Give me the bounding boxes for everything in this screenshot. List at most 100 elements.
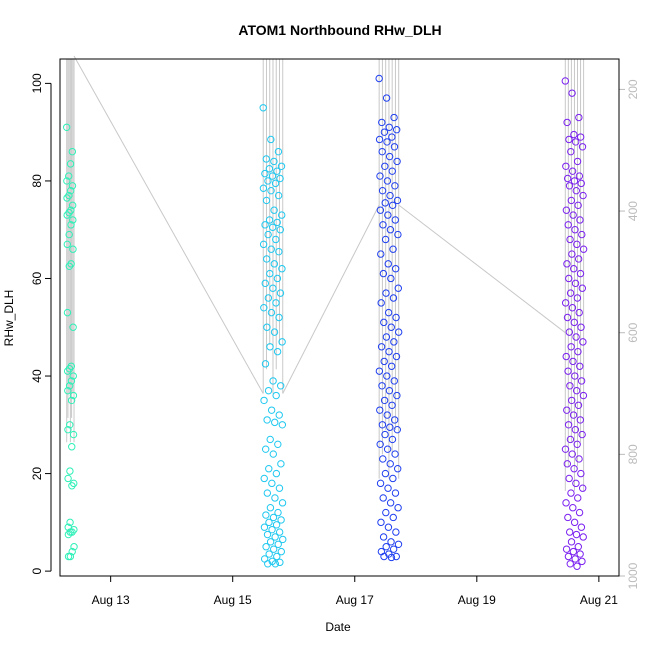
data-point bbox=[270, 545, 278, 553]
data-point bbox=[275, 411, 283, 419]
data-point bbox=[262, 155, 271, 163]
data-point bbox=[266, 538, 275, 546]
data-point bbox=[390, 416, 399, 424]
data-point bbox=[569, 504, 577, 512]
data-point bbox=[263, 323, 271, 331]
data-point bbox=[67, 396, 76, 405]
data-point bbox=[573, 440, 581, 449]
data-point bbox=[278, 265, 286, 273]
data-point bbox=[390, 113, 398, 122]
data-point bbox=[570, 177, 579, 185]
data-point bbox=[386, 226, 395, 234]
data-point bbox=[264, 294, 273, 302]
data-point bbox=[578, 557, 586, 566]
data-point bbox=[575, 455, 583, 463]
data-point bbox=[572, 333, 580, 341]
data-point bbox=[379, 494, 387, 502]
data-point bbox=[563, 118, 571, 127]
data-point bbox=[66, 518, 74, 527]
y-tick-label: 60 bbox=[30, 271, 44, 285]
data-point bbox=[568, 167, 577, 175]
data-point bbox=[262, 543, 270, 551]
data-point bbox=[271, 418, 279, 427]
data-point bbox=[261, 360, 270, 368]
data-point bbox=[572, 479, 580, 488]
data-point bbox=[575, 113, 583, 122]
data-point bbox=[278, 338, 286, 346]
data-point bbox=[394, 230, 402, 239]
data-point bbox=[393, 425, 401, 434]
x-tick-label: Aug 21 bbox=[580, 593, 618, 607]
data-point bbox=[273, 218, 281, 227]
data-point bbox=[378, 382, 386, 390]
data-point bbox=[277, 162, 286, 171]
data-point bbox=[394, 540, 403, 548]
data-point bbox=[259, 240, 268, 249]
data-point bbox=[387, 538, 395, 546]
data-point bbox=[385, 123, 393, 131]
data-point bbox=[579, 338, 587, 346]
data-point bbox=[393, 391, 401, 400]
data-point bbox=[69, 323, 77, 331]
data-point bbox=[276, 382, 285, 390]
data-point bbox=[268, 172, 277, 180]
data-point bbox=[266, 435, 274, 444]
data-point bbox=[394, 284, 402, 292]
data-point bbox=[270, 260, 279, 268]
data-point bbox=[63, 367, 72, 375]
data-point bbox=[265, 518, 273, 527]
data-point bbox=[69, 372, 77, 380]
data-point bbox=[68, 182, 77, 190]
data-point bbox=[273, 167, 281, 175]
transit-line bbox=[73, 55, 264, 394]
data-point bbox=[578, 484, 587, 492]
data-point bbox=[569, 357, 577, 366]
data-point bbox=[567, 343, 575, 351]
data-point bbox=[389, 294, 398, 302]
data-point bbox=[392, 313, 400, 322]
data-point bbox=[64, 552, 73, 561]
data-point bbox=[276, 174, 284, 183]
x-tick-label: Aug 15 bbox=[214, 593, 252, 607]
data-point bbox=[275, 313, 283, 322]
secondary-y-tick-label: 600 bbox=[626, 322, 640, 342]
data-point bbox=[388, 133, 396, 141]
secondary-y-tick-label: 1000 bbox=[626, 562, 640, 589]
data-point bbox=[566, 560, 574, 568]
data-point bbox=[386, 423, 394, 431]
data-point bbox=[383, 372, 391, 380]
data-point bbox=[383, 411, 391, 419]
data-point bbox=[267, 186, 275, 195]
data-point bbox=[384, 523, 393, 531]
data-point bbox=[271, 533, 279, 541]
data-point bbox=[275, 484, 284, 492]
data-point bbox=[383, 138, 391, 146]
data-point bbox=[375, 367, 384, 375]
data-point bbox=[389, 245, 397, 253]
data-point bbox=[577, 179, 585, 188]
data-point bbox=[388, 201, 397, 210]
data-point bbox=[376, 172, 384, 180]
data-point bbox=[390, 377, 398, 385]
data-point bbox=[377, 299, 385, 307]
data-point bbox=[66, 160, 75, 168]
data-point bbox=[64, 172, 73, 180]
data-point bbox=[571, 372, 579, 380]
data-point bbox=[263, 530, 272, 539]
data-point bbox=[63, 123, 71, 131]
data-point bbox=[390, 143, 399, 151]
data-point bbox=[386, 499, 395, 507]
data-point bbox=[578, 230, 586, 239]
data-point bbox=[262, 511, 270, 519]
data-point bbox=[64, 425, 72, 434]
data-point bbox=[385, 347, 393, 356]
data-point bbox=[260, 474, 268, 483]
data-point bbox=[270, 206, 278, 214]
data-point bbox=[568, 89, 576, 97]
data-point bbox=[259, 104, 267, 112]
data-point bbox=[379, 533, 388, 541]
data-point bbox=[267, 135, 275, 144]
data-point bbox=[63, 177, 71, 185]
data-point bbox=[572, 138, 580, 146]
data-point bbox=[384, 211, 392, 219]
